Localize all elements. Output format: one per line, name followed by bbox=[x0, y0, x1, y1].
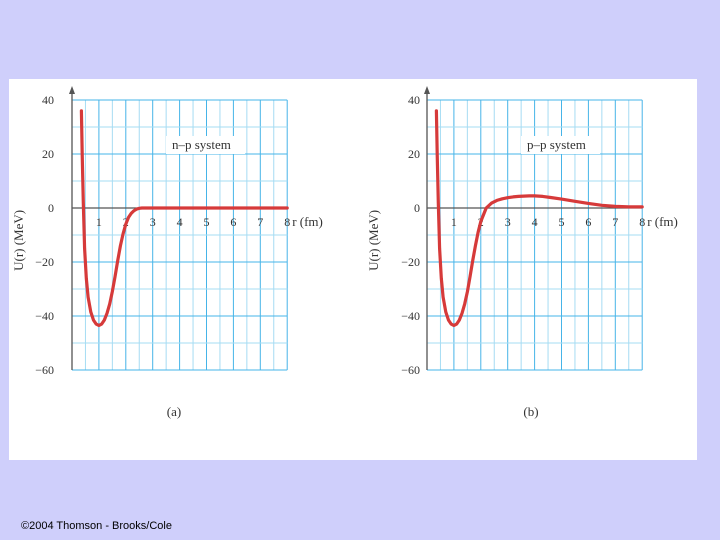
x-tick-label: 1 bbox=[96, 215, 102, 229]
x-tick-label: 3 bbox=[150, 215, 156, 229]
y-tick-label: −40 bbox=[35, 309, 54, 323]
y-tick-label: 20 bbox=[408, 147, 420, 161]
x-tick-label: 7 bbox=[257, 215, 263, 229]
y-tick-label: −20 bbox=[35, 255, 54, 269]
y-tick-label: 20 bbox=[42, 147, 54, 161]
x-tick-label: 4 bbox=[177, 215, 183, 229]
y-tick-label: −60 bbox=[401, 363, 420, 377]
system-annotation: p–p system bbox=[527, 137, 586, 152]
y-tick-label: 40 bbox=[42, 93, 54, 107]
x-tick-label: 6 bbox=[230, 215, 236, 229]
system-annotation: n–p system bbox=[172, 137, 231, 152]
x-tick-label: 6 bbox=[585, 215, 591, 229]
y-axis-label: U(r) (MeV) bbox=[11, 210, 26, 271]
y-tick-label: 0 bbox=[414, 201, 420, 215]
y-axis-arrow bbox=[69, 86, 75, 94]
x-tick-label: 8 bbox=[639, 215, 645, 229]
x-tick-label: 1 bbox=[451, 215, 457, 229]
y-axis-label: U(r) (MeV) bbox=[366, 210, 381, 271]
potential-curve bbox=[434, 109, 644, 328]
annotation-background bbox=[521, 136, 600, 154]
y-tick-label: −60 bbox=[35, 363, 54, 377]
x-tick-label: 3 bbox=[505, 215, 511, 229]
y-tick-label: −40 bbox=[401, 309, 420, 323]
panel-label: (a) bbox=[167, 404, 181, 419]
potential-curve bbox=[79, 109, 289, 328]
x-tick-label: 5 bbox=[204, 215, 210, 229]
copyright-notice: ©2004 Thomson - Brooks/Cole bbox=[21, 520, 172, 532]
panel-label: (b) bbox=[523, 404, 538, 419]
x-tick-label: 4 bbox=[532, 215, 538, 229]
x-tick-label: 7 bbox=[612, 215, 618, 229]
y-axis-arrow bbox=[424, 86, 430, 94]
annotation-background bbox=[166, 136, 245, 154]
figure-panel: 40 20 0 −20 −40 −60 1 2 3 4 5 6 7 8 r (fm) U(r) (MeV) n–… bbox=[9, 79, 697, 532]
y-tick-label: 40 bbox=[408, 93, 420, 107]
y-tick-label: 0 bbox=[48, 201, 54, 215]
x-axis-label: r (fm) bbox=[292, 214, 323, 229]
y-tick-label: −20 bbox=[401, 255, 420, 269]
x-tick-label: 5 bbox=[559, 215, 565, 229]
x-axis-label: r (fm) bbox=[647, 214, 678, 229]
x-tick-label: 8 bbox=[284, 215, 290, 229]
